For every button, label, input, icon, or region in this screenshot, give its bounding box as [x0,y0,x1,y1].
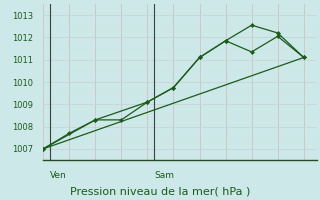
Text: Pression niveau de la mer( hPa ): Pression niveau de la mer( hPa ) [70,186,250,196]
Text: Ven: Ven [50,171,67,180]
Text: Sam: Sam [154,171,174,180]
